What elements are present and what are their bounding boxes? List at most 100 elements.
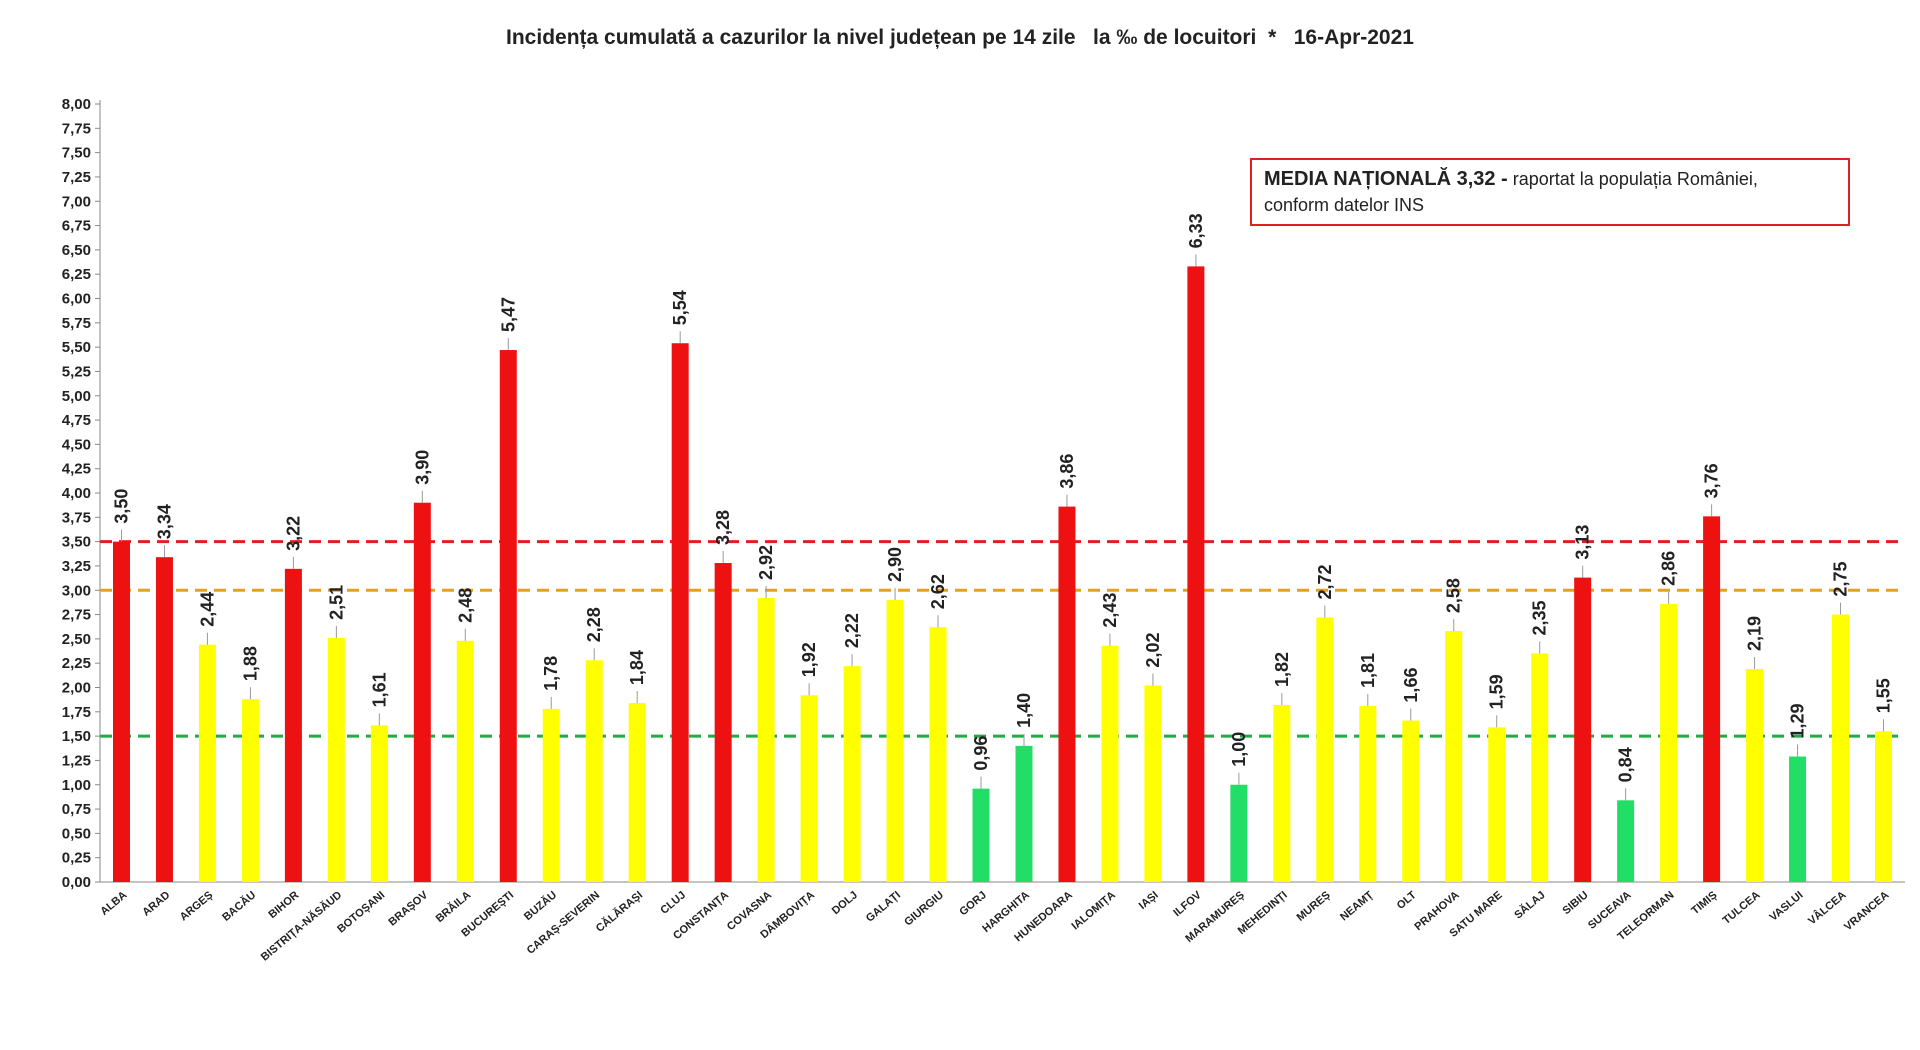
category-label: VÂLCEA bbox=[1805, 888, 1848, 927]
bar bbox=[1574, 577, 1592, 882]
y-tick-label: 1,50 bbox=[62, 728, 91, 745]
national-average-source: conform datelor INS bbox=[1264, 195, 1425, 215]
bar bbox=[628, 703, 646, 882]
bar bbox=[714, 563, 732, 882]
bar bbox=[843, 666, 861, 882]
y-tick-label: 7,00 bbox=[62, 193, 91, 210]
y-tick-label: 3,50 bbox=[62, 534, 91, 551]
bar-value-label: 6,33 bbox=[1186, 213, 1206, 248]
y-tick-label: 3,75 bbox=[62, 509, 91, 526]
bar bbox=[585, 660, 603, 882]
y-tick-label: 4,50 bbox=[62, 436, 91, 453]
national-average-text: raportat la populația României, bbox=[1512, 169, 1758, 189]
y-tick-label: 2,00 bbox=[62, 680, 91, 697]
y-tick-label: 0,00 bbox=[62, 874, 91, 891]
bar bbox=[1531, 653, 1549, 882]
category-label: SĂLAJ bbox=[1512, 888, 1548, 921]
y-tick-label: 2,50 bbox=[62, 631, 91, 648]
bar-value-label: 1,88 bbox=[240, 646, 260, 681]
bar bbox=[1359, 705, 1377, 882]
y-tick-label: 4,25 bbox=[62, 461, 91, 478]
bar bbox=[1230, 784, 1248, 882]
bar-value-label: 1,81 bbox=[1358, 653, 1378, 688]
bar-value-label: 3,86 bbox=[1057, 454, 1077, 489]
category-label: BISTRIȚA-NĂSĂUD bbox=[258, 888, 344, 963]
category-label: BIHOR bbox=[266, 889, 301, 921]
category-label: IAȘI bbox=[1137, 889, 1161, 912]
bar bbox=[198, 644, 216, 882]
bar-value-label: 5,54 bbox=[670, 290, 690, 325]
category-label: TIMIȘ bbox=[1689, 889, 1719, 917]
bar-value-label: 3,28 bbox=[713, 510, 733, 545]
bar bbox=[499, 350, 517, 883]
bar bbox=[284, 568, 302, 882]
category-label: ILFOV bbox=[1171, 889, 1204, 919]
bar bbox=[1703, 516, 1721, 882]
category-label: BACĂU bbox=[220, 888, 259, 924]
bar-value-label: 1,55 bbox=[1874, 678, 1894, 713]
category-label: BUZĂU bbox=[521, 888, 559, 923]
y-tick-label: 6,00 bbox=[62, 291, 91, 308]
bar bbox=[1660, 603, 1678, 882]
category-label: VASLUI bbox=[1767, 889, 1805, 924]
chart-title: Incidența cumulată a cazurilor la nivel … bbox=[506, 26, 1414, 49]
y-tick-label: 3,25 bbox=[62, 558, 91, 575]
category-label: MUREȘ bbox=[1295, 889, 1333, 924]
bar bbox=[1402, 720, 1420, 882]
y-tick-label: 2,25 bbox=[62, 655, 91, 672]
bar bbox=[1015, 745, 1033, 882]
bar-value-label: 2,48 bbox=[455, 588, 475, 623]
y-tick-label: 0,50 bbox=[62, 825, 91, 842]
bar bbox=[886, 599, 904, 882]
category-label: SIBIU bbox=[1560, 889, 1590, 917]
bar-value-label: 2,62 bbox=[928, 574, 948, 609]
bar-value-label: 3,90 bbox=[412, 450, 432, 485]
category-label: BRAȘOV bbox=[386, 889, 430, 929]
bar-value-label: 1,29 bbox=[1788, 704, 1808, 739]
y-tick-label: 5,75 bbox=[62, 315, 91, 332]
category-label: GIURGIU bbox=[902, 889, 946, 928]
y-tick-label: 2,75 bbox=[62, 607, 91, 624]
bar bbox=[1789, 756, 1807, 882]
bar bbox=[800, 695, 818, 882]
y-tick-label: 1,75 bbox=[62, 704, 91, 721]
category-label: NEAMȚ bbox=[1338, 889, 1376, 924]
bar-value-label: 2,58 bbox=[1444, 578, 1464, 613]
bar-value-label: 3,50 bbox=[111, 489, 131, 524]
bar bbox=[1832, 614, 1850, 882]
category-label: CLUJ bbox=[658, 889, 688, 917]
category-label: GORJ bbox=[957, 889, 989, 918]
category-label: GALAȚI bbox=[864, 889, 903, 925]
y-tick-label: 5,25 bbox=[62, 363, 91, 380]
bar bbox=[155, 557, 173, 882]
y-tick-label: 4,75 bbox=[62, 412, 91, 429]
bar-value-label: 2,02 bbox=[1143, 633, 1163, 668]
national-average-note: MEDIA NAȚIONALĂ 3,32 - raportat la popul… bbox=[1250, 158, 1850, 226]
category-label: OLT bbox=[1395, 889, 1419, 912]
category-label: ARGEȘ bbox=[178, 889, 216, 923]
bar bbox=[241, 699, 259, 882]
y-tick-label: 0,25 bbox=[62, 850, 91, 867]
y-tick-label: 0,75 bbox=[62, 801, 91, 818]
y-tick-label: 6,50 bbox=[62, 242, 91, 259]
bar-value-label: 2,28 bbox=[584, 607, 604, 642]
bar-value-label: 2,92 bbox=[756, 545, 776, 580]
bar bbox=[1875, 731, 1893, 882]
y-tick-label: 1,00 bbox=[62, 777, 91, 794]
bar-value-label: 1,61 bbox=[369, 672, 389, 707]
bar bbox=[327, 637, 345, 882]
bar-value-label: 2,72 bbox=[1315, 564, 1335, 599]
bar-value-label: 1,82 bbox=[1272, 652, 1292, 687]
bar-value-label: 3,76 bbox=[1702, 463, 1722, 498]
bar bbox=[1273, 705, 1291, 882]
national-average-label: MEDIA NAȚIONALĂ 3,32 - bbox=[1264, 168, 1508, 190]
bar bbox=[1187, 266, 1205, 883]
category-label: CĂLĂRAȘI bbox=[593, 888, 645, 934]
bar-value-label: 2,44 bbox=[197, 592, 217, 627]
bar bbox=[542, 708, 560, 882]
bar bbox=[671, 343, 689, 882]
bar bbox=[1101, 645, 1119, 882]
bar bbox=[370, 725, 388, 882]
